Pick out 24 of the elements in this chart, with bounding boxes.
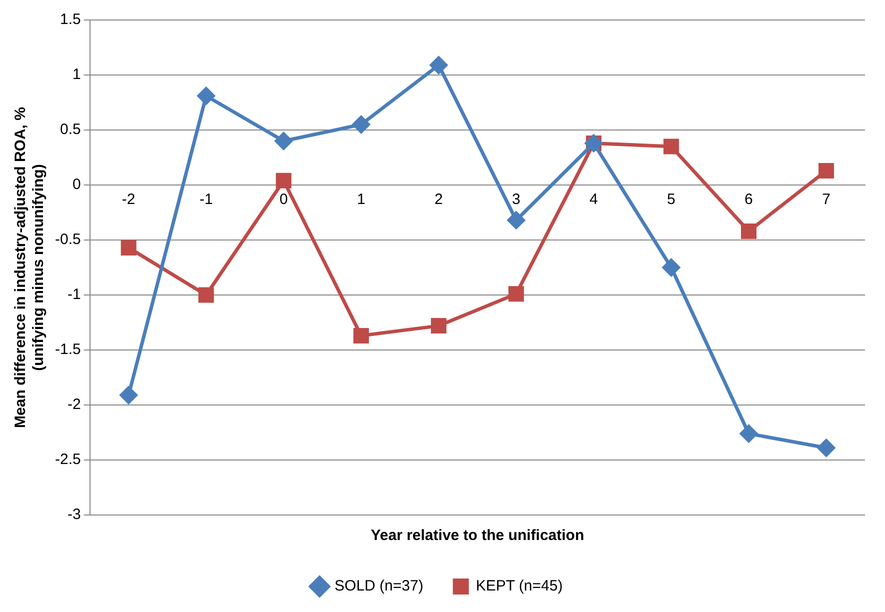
x-tick-label: 4 [590,191,598,208]
x-tick-label: 0 [279,191,288,208]
x-tick-label: 7 [822,191,830,208]
y-tick-label: 0 [72,176,81,194]
y-axis-title: Mean difference in industry-adjusted ROA, % (unifying minus nonunifying) [12,107,48,428]
y-tick-label: 1 [72,66,81,84]
x-tick-label: 3 [512,191,520,208]
legend-label: KEPT (n=45) [476,578,563,595]
y-tick-label: -2 [68,396,81,414]
y-tick-label: -1 [68,286,81,304]
x-axis-title: Year relative to the unification [370,527,584,544]
x-tick-label: 2 [434,191,443,208]
x-tick-label: -1 [199,191,213,208]
x-tick-label: -2 [122,191,136,208]
x-tick-label: 5 [667,191,676,208]
y-tick-label: -2.5 [54,451,81,468]
y-tick-label: -3 [68,506,81,524]
x-tick-label: 6 [744,191,753,208]
y-tick-label: -1.5 [54,341,81,358]
legend-label: SOLD (n=37) [334,578,424,595]
x-tick-label: 1 [356,191,366,208]
y-tick-label: 0.5 [60,121,81,138]
y-tick-label: 1.5 [60,11,81,28]
y-tick-label: -0.5 [54,231,81,248]
